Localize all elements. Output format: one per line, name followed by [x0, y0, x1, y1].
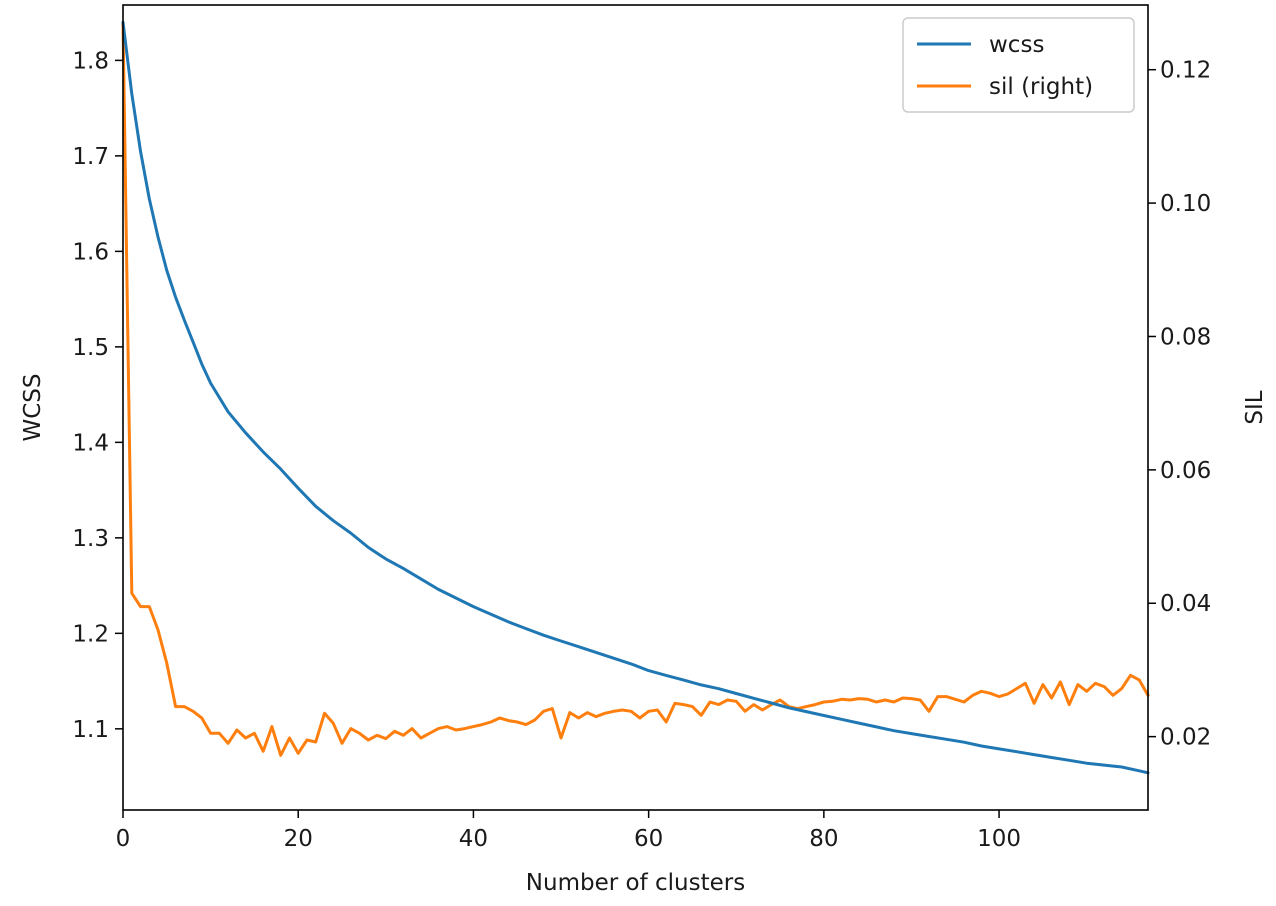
x-tick-label: 100 — [977, 826, 1021, 852]
y-axis-label-right: SIL — [1242, 390, 1268, 424]
y-right-tick-label: 0.08 — [1160, 324, 1211, 350]
y-left-tick-label: 1.7 — [72, 144, 109, 170]
y-left-tick-label: 1.2 — [72, 621, 109, 647]
plot-frame — [122, 4, 1149, 811]
y-left-tick-label: 1.8 — [72, 48, 109, 74]
x-tick-label: 60 — [634, 826, 663, 852]
wcss-series-line — [121, 20, 1150, 775]
sil-series-line — [121, 21, 1150, 757]
y-axis-label-left: WCSS — [20, 373, 46, 441]
legend-label: wcss — [989, 32, 1044, 58]
y-left-tick-label: 1.5 — [72, 335, 109, 361]
sil-series-layer — [121, 21, 1150, 757]
y-right-tick-label: 0.10 — [1160, 191, 1211, 217]
legend-label: sil (right) — [989, 74, 1093, 100]
legend: wcss sil (right) — [902, 17, 1135, 113]
ticks-layer: 0 20 40 60 80 100 1.1 1.2 1.3 1.4 1.5 1.6 1.7 1.8 0.02… — [72, 48, 1211, 852]
x-axis-label: Number of clusters — [526, 870, 745, 896]
wcss-series-layer — [121, 20, 1150, 775]
y-right-tick-label: 0.06 — [1160, 458, 1211, 484]
legend-box — [902, 17, 1135, 113]
y-left-tick-label: 1.6 — [72, 239, 109, 265]
x-tick-label: 0 — [116, 826, 131, 852]
x-tick-label: 20 — [284, 826, 313, 852]
x-tick-label: 40 — [459, 826, 488, 852]
y-left-tick-label: 1.3 — [72, 526, 109, 552]
y-right-tick-label: 0.02 — [1160, 725, 1211, 751]
y-left-tick-label: 1.4 — [72, 430, 109, 456]
x-tick-label: 80 — [809, 826, 838, 852]
y-left-tick-label: 1.1 — [72, 717, 109, 743]
y-right-tick-label: 0.04 — [1160, 591, 1211, 617]
y-right-tick-label: 0.12 — [1160, 58, 1211, 84]
